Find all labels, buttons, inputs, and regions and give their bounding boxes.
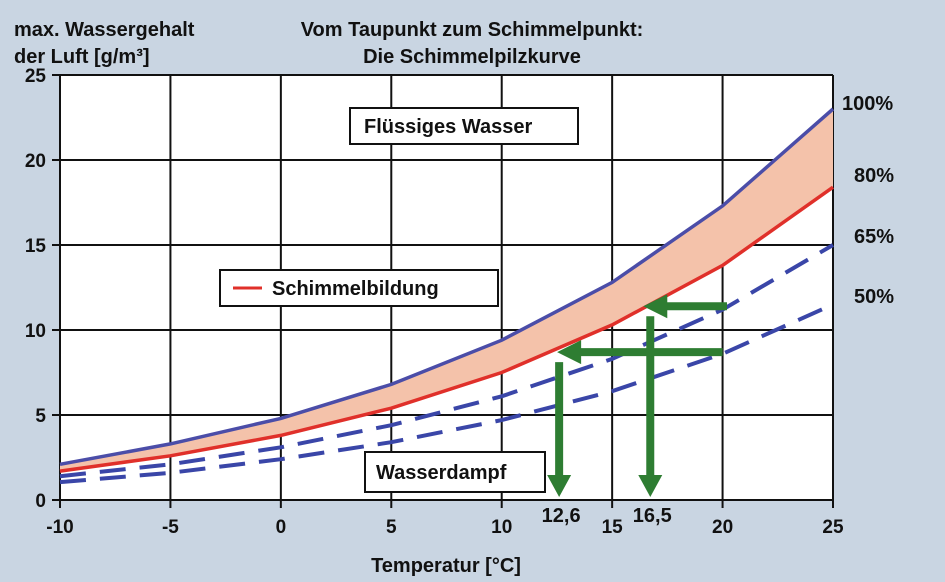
y-tick-label: 25 xyxy=(25,66,47,87)
series-label: 65% xyxy=(854,226,894,248)
series-line-65pct xyxy=(59,243,835,479)
series-label: 80% xyxy=(854,165,894,187)
legend-mold-box xyxy=(219,269,499,307)
chart-title: Vom Taupunkt zum Schimmelpunkt: xyxy=(301,19,644,41)
x-tick-label: 15 xyxy=(602,517,624,538)
y-tick-label: 10 xyxy=(25,321,46,342)
series-label: 100% xyxy=(842,93,893,115)
series-line-50pct xyxy=(59,302,834,485)
legend-mold: Schimmelbildung xyxy=(272,278,439,300)
y-tick-label: 5 xyxy=(35,406,46,427)
x-tick-label: 5 xyxy=(386,517,397,538)
y-tick-label: 20 xyxy=(25,151,46,172)
label-water-vapor-box xyxy=(364,451,546,493)
arrow-value-label: 16,5 xyxy=(633,505,672,527)
x-tick-label: 20 xyxy=(712,517,733,538)
arrow-head-down xyxy=(547,475,572,497)
label-liquid-water-box xyxy=(349,107,579,145)
series-line-80pct xyxy=(59,185,835,473)
arrow-head-left xyxy=(643,294,668,319)
x-tick-label: 10 xyxy=(491,517,512,538)
x-tick-label: 25 xyxy=(822,517,844,538)
label-water-vapor: Wasserdampf xyxy=(376,462,507,484)
chart-subtitle: Die Schimmelpilzkurve xyxy=(363,46,581,68)
arrow-head-down xyxy=(638,475,663,497)
y-tick-label: 15 xyxy=(25,236,47,257)
x-axis-label: Temperatur [°C] xyxy=(371,555,521,577)
series-line-100pct xyxy=(59,107,835,467)
y-tick-label: 0 xyxy=(35,491,46,512)
y-axis-label-line1: max. Wassergehalt xyxy=(14,19,195,41)
arrow-head-left xyxy=(557,340,582,365)
x-tick-label: 0 xyxy=(276,517,287,538)
y-axis-label-line2: der Luft [g/m³] xyxy=(14,46,150,68)
x-tick-label: -10 xyxy=(46,517,73,538)
x-tick-label: -5 xyxy=(162,517,179,538)
arrow-value-label: 12,6 xyxy=(542,505,581,527)
label-liquid-water: Flüssiges Wasser xyxy=(364,116,532,138)
series-label: 50% xyxy=(854,286,894,308)
